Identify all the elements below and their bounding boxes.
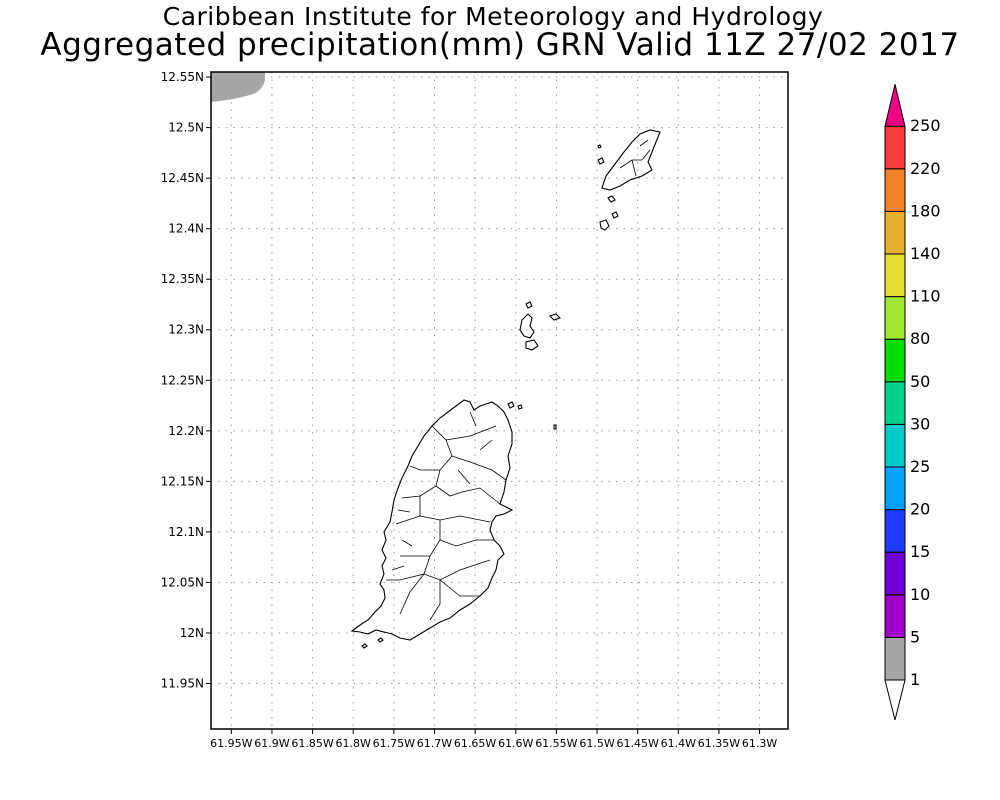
lat-tick-label: 12.1N xyxy=(168,525,204,539)
colorbar-label: 110 xyxy=(910,287,941,306)
colorbar-segment xyxy=(884,253,906,298)
islet-north-3 xyxy=(607,195,616,203)
colorbar-segment xyxy=(884,636,906,681)
colorbar-label: 15 xyxy=(910,542,930,561)
colorbar-label: 80 xyxy=(910,329,930,348)
colorbar-label: 180 xyxy=(910,201,941,220)
precip-shaded-area xyxy=(211,72,265,102)
colorbar-min-arrow xyxy=(884,679,906,721)
lat-tick-label: 12.4N xyxy=(168,222,204,236)
colorbar-segment xyxy=(884,338,906,383)
colorbar-segment xyxy=(884,423,906,468)
carriacou-internal-boundaries xyxy=(619,139,651,177)
colorbar-label: 140 xyxy=(910,244,941,263)
grenada-main-island xyxy=(350,399,514,641)
lat-tick-label: 12.05N xyxy=(161,575,204,589)
colorbar-label: 5 xyxy=(910,627,920,646)
lat-tick-label: 12.45N xyxy=(161,171,204,185)
lat-tick-label: 12.15N xyxy=(161,474,204,488)
lon-tick-label: 61.65W xyxy=(454,737,496,750)
lon-tick-label: 61.8W xyxy=(336,737,371,750)
lon-tick-label: 61.75W xyxy=(373,737,415,750)
lat-tick-label: 11.95N xyxy=(161,677,204,691)
colorbar-segment xyxy=(884,210,906,255)
colorbar-segment xyxy=(884,296,906,340)
islet-east-1 xyxy=(507,401,515,409)
lat-tick-label: 12.25N xyxy=(161,373,204,387)
colorbar-segment xyxy=(884,125,906,170)
lon-tick-label: 61.5W xyxy=(579,737,614,750)
islet-south-1 xyxy=(361,643,368,649)
islet-south-2 xyxy=(377,637,384,643)
lon-tick-label: 61.55W xyxy=(535,737,577,750)
lon-tick-label: 61.35W xyxy=(698,737,740,750)
lon-tick-label: 61.95W xyxy=(210,737,252,750)
islet-north-4 xyxy=(599,219,610,231)
lat-tick-label: 12N xyxy=(180,626,204,640)
middle-islands xyxy=(519,301,562,351)
lat-tick-label: 12.2N xyxy=(168,424,204,438)
colorbar-label: 30 xyxy=(910,414,930,433)
map-background xyxy=(211,72,788,729)
lon-tick-label: 61.7W xyxy=(417,737,452,750)
title-product: Aggregated precipitation(mm) GRN Valid 1… xyxy=(40,27,960,63)
islet-east-3 xyxy=(553,424,557,430)
colorbar-label: 250 xyxy=(910,116,941,135)
islet-north-2 xyxy=(597,144,602,149)
colorbar-segment xyxy=(884,168,906,212)
lat-tick-label: 12.5N xyxy=(168,121,204,135)
colorbar-label: 50 xyxy=(910,372,930,391)
colorbar-segment xyxy=(884,509,906,553)
map-frame xyxy=(210,71,789,730)
lon-tick-label: 61.45W xyxy=(616,737,658,750)
carriacou-island xyxy=(601,129,661,191)
grenada-internal-boundaries xyxy=(386,411,507,621)
islet-north-1 xyxy=(597,157,605,165)
lat-tick-label: 12.55N xyxy=(161,70,204,84)
colorbar-label: 1 xyxy=(910,670,920,689)
colorbar-label: 25 xyxy=(910,457,930,476)
islet-east-2 xyxy=(517,404,523,410)
longitude-axis: 61.95W 61.9W 61.85W 61.8W 61.75W 61.7W 61.65W 6… xyxy=(210,729,777,750)
lon-tick-label: 61.9W xyxy=(254,737,289,750)
title-institute: Caribbean Institute for Meteorology and … xyxy=(162,2,824,31)
islet-north-5 xyxy=(611,211,619,219)
lon-tick-label: 61.6W xyxy=(498,737,533,750)
grid-lines xyxy=(211,72,788,729)
colorbar-label: 10 xyxy=(910,585,930,604)
latitude-axis: 12.55N 12.5N 12.45N 12.4N 12.35N 12.3N 12.25N 1… xyxy=(161,70,211,691)
colorbar-label: 220 xyxy=(910,159,941,178)
colorbar-segment xyxy=(884,381,906,425)
lon-tick-label: 61.4W xyxy=(661,737,696,750)
coastlines xyxy=(350,129,661,649)
lat-tick-label: 12.3N xyxy=(168,323,204,337)
lat-tick-label: 12.35N xyxy=(161,272,204,286)
colorbar-label: 20 xyxy=(910,500,930,519)
colorbar-segment xyxy=(884,551,906,596)
colorbar-segment xyxy=(884,594,906,638)
colorbar-max-arrow xyxy=(884,84,906,127)
lon-tick-label: 61.85W xyxy=(291,737,333,750)
lon-tick-label: 61.3W xyxy=(742,737,777,750)
colorbar-segment xyxy=(884,466,906,511)
